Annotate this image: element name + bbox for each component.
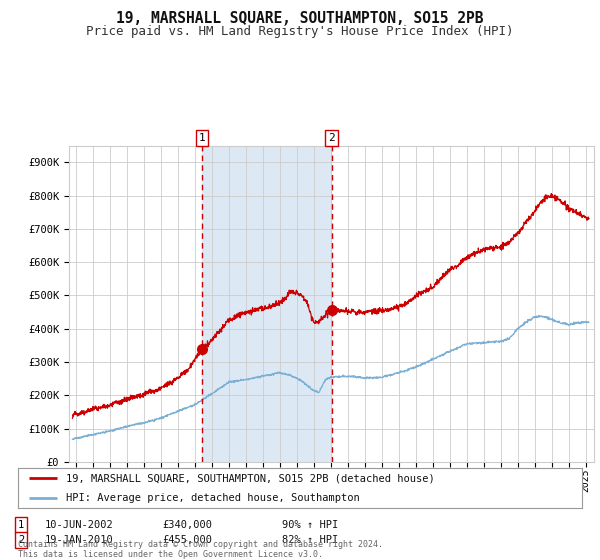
Text: 90% ↑ HPI: 90% ↑ HPI bbox=[282, 520, 338, 530]
Text: 1: 1 bbox=[18, 520, 24, 530]
Text: £340,000: £340,000 bbox=[162, 520, 212, 530]
Text: HPI: Average price, detached house, Southampton: HPI: Average price, detached house, Sout… bbox=[66, 493, 359, 503]
Text: 2: 2 bbox=[18, 535, 24, 545]
Text: 19-JAN-2010: 19-JAN-2010 bbox=[45, 535, 114, 545]
Text: 19, MARSHALL SQUARE, SOUTHAMPTON, SO15 2PB (detached house): 19, MARSHALL SQUARE, SOUTHAMPTON, SO15 2… bbox=[66, 473, 434, 483]
Text: 1: 1 bbox=[199, 133, 206, 143]
Text: £455,000: £455,000 bbox=[162, 535, 212, 545]
Text: 82% ↑ HPI: 82% ↑ HPI bbox=[282, 535, 338, 545]
Text: Contains HM Land Registry data © Crown copyright and database right 2024.
This d: Contains HM Land Registry data © Crown c… bbox=[18, 540, 383, 559]
Text: 10-JUN-2002: 10-JUN-2002 bbox=[45, 520, 114, 530]
Text: 2: 2 bbox=[328, 133, 335, 143]
Text: Price paid vs. HM Land Registry's House Price Index (HPI): Price paid vs. HM Land Registry's House … bbox=[86, 25, 514, 38]
Text: 19, MARSHALL SQUARE, SOUTHAMPTON, SO15 2PB: 19, MARSHALL SQUARE, SOUTHAMPTON, SO15 2… bbox=[116, 11, 484, 26]
Bar bbox=[202, 146, 331, 462]
